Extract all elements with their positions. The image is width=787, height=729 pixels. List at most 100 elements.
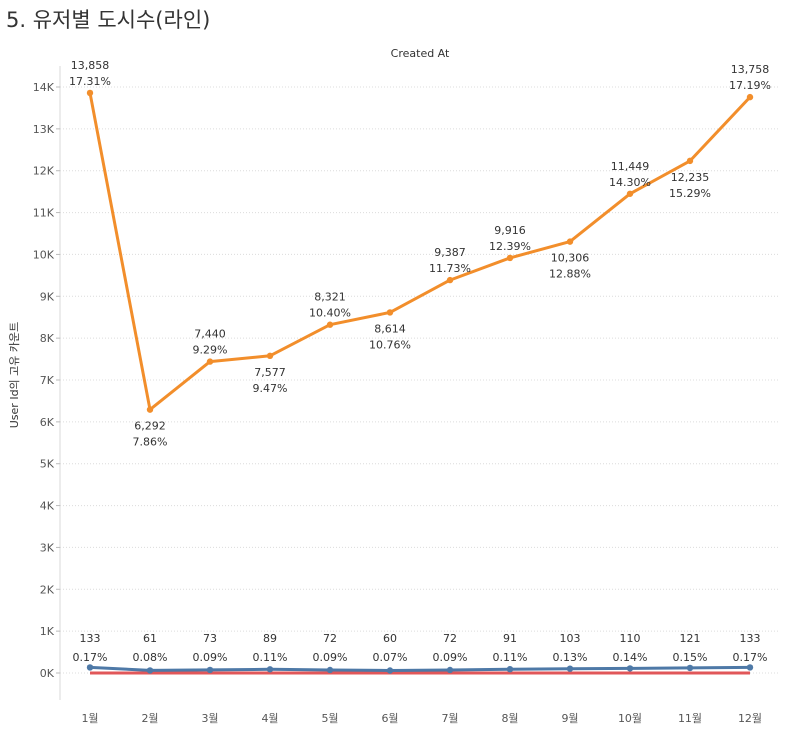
- data-label-value: 9,916: [494, 224, 526, 237]
- data-label-percent: 0.09%: [313, 651, 348, 664]
- x-tick-label: 4월: [261, 712, 278, 725]
- y-tick-label: 6K: [40, 416, 55, 429]
- data-point-blue: [506, 665, 514, 673]
- y-tick-label: 11K: [33, 207, 55, 220]
- data-point-blue: [146, 667, 154, 674]
- x-tick-label: 8월: [501, 712, 518, 725]
- data-label-value: 73: [203, 632, 217, 645]
- data-point-orange: [446, 276, 454, 284]
- y-tick-label: 2K: [40, 583, 55, 596]
- data-point-orange: [206, 358, 214, 365]
- data-label-value: 91: [503, 632, 517, 645]
- data-label-percent: 0.08%: [133, 651, 168, 664]
- data-label-value: 110: [620, 632, 641, 645]
- x-tick-label: 6월: [381, 712, 398, 725]
- data-point-blue: [86, 664, 94, 671]
- data-label-percent: 0.07%: [373, 651, 408, 664]
- data-label-value: 13,758: [731, 63, 770, 76]
- data-label-percent: 0.15%: [673, 651, 708, 664]
- data-label-percent: 9.47%: [253, 382, 288, 395]
- data-label-percent: 0.17%: [733, 651, 768, 664]
- data-point-orange: [686, 157, 694, 165]
- data-point-blue: [626, 665, 634, 672]
- page-title: 5. 유저별 도시수(라인): [6, 8, 211, 32]
- data-label-value: 103: [560, 632, 581, 645]
- data-point-orange: [326, 321, 334, 328]
- data-label-value: 6,292: [134, 420, 166, 433]
- x-tick-label: 12월: [738, 712, 762, 725]
- data-label-value: 72: [323, 632, 337, 645]
- data-point-blue: [566, 665, 574, 672]
- data-label-value: 12,235: [671, 171, 710, 184]
- y-tick-label: 0K: [40, 667, 55, 680]
- data-label-value: 10,306: [551, 252, 590, 265]
- data-label-value: 11,449: [611, 160, 650, 173]
- data-label-value: 7,577: [254, 366, 286, 379]
- data-label-value: 121: [680, 632, 701, 645]
- axes: 0K 1K 2K 3K 4K 5K 6K 7K 8K 9K 10K 11K 12K 13K 14K 1월 2월 3…: [33, 66, 762, 725]
- x-tick-label: 9월: [561, 712, 578, 725]
- y-tick-label: 12K: [33, 165, 55, 178]
- chart-title: Created At: [391, 47, 450, 60]
- data-label-percent: 0.14%: [613, 651, 648, 664]
- data-label-percent: 9.29%: [193, 344, 228, 357]
- y-axis-title: User Id의 고유 카운트: [8, 322, 21, 429]
- series: [86, 89, 754, 675]
- data-label-value: 61: [143, 632, 157, 645]
- data-point-blue: [266, 666, 274, 673]
- data-label-value: 8,321: [314, 291, 346, 304]
- data-point-blue: [686, 664, 694, 672]
- x-tick-label: 1월: [81, 712, 98, 725]
- data-label-percent: 11.73%: [429, 262, 471, 275]
- data-label-value: 72: [443, 632, 457, 645]
- y-tick-label: 14K: [33, 81, 55, 94]
- data-point-orange: [266, 352, 274, 360]
- data-label-value: 13,858: [71, 59, 110, 72]
- data-label-value: 60: [383, 632, 397, 645]
- data-point-blue: [386, 667, 394, 674]
- y-tick-label: 1K: [40, 625, 55, 638]
- data-label-value: 7,440: [194, 328, 226, 341]
- data-point-blue: [446, 666, 454, 674]
- data-point-blue: [206, 666, 214, 674]
- series-line-orange: [88, 92, 752, 412]
- data-label-percent: 0.13%: [553, 651, 588, 664]
- data-label-percent: 12.88%: [549, 268, 591, 281]
- data-point-orange: [566, 238, 574, 245]
- x-tick-label: 2월: [141, 712, 158, 725]
- data-label-percent: 7.86%: [133, 436, 168, 449]
- data-label-percent: 0.09%: [433, 651, 468, 664]
- data-point-orange: [746, 93, 754, 101]
- series-line-blue: [89, 665, 751, 672]
- x-tick-label: 10월: [618, 712, 642, 725]
- data-label-percent: 0.11%: [253, 651, 288, 664]
- data-label-percent: 14.30%: [609, 176, 651, 189]
- data-label-value: 133: [740, 632, 761, 645]
- x-tick-label: 7월: [441, 712, 458, 725]
- data-label-value: 89: [263, 632, 277, 645]
- y-tick-label: 8K: [40, 332, 55, 345]
- data-label-percent: 10.76%: [369, 338, 411, 351]
- x-tick-label: 11월: [678, 712, 702, 725]
- data-label-percent: 0.09%: [193, 651, 228, 664]
- data-point-orange: [506, 254, 514, 262]
- data-label-percent: 12.39%: [489, 240, 531, 253]
- data-point-orange: [86, 89, 94, 97]
- x-tick-label: 5월: [321, 712, 338, 725]
- data-point-orange: [146, 406, 154, 413]
- y-tick-label: 5K: [40, 458, 55, 471]
- data-point-orange: [386, 309, 394, 316]
- x-tick-label: 3월: [201, 712, 218, 725]
- data-label-value: 9,387: [434, 246, 466, 259]
- y-tick-label: 13K: [33, 123, 55, 136]
- data-label-percent: 17.19%: [729, 79, 771, 92]
- data-labels: 133 0.17% 61 0.08% 73 0.09% 89 0.11% 72 0.09% 60 0.…: [69, 59, 771, 664]
- data-point-blue: [746, 664, 754, 671]
- y-tick-label: 4K: [40, 500, 55, 513]
- data-label-percent: 10.40%: [309, 307, 351, 320]
- data-point-blue: [326, 666, 334, 674]
- y-tick-label: 3K: [40, 541, 55, 554]
- data-label-value: 8,614: [374, 322, 406, 335]
- data-label-percent: 0.11%: [493, 651, 528, 664]
